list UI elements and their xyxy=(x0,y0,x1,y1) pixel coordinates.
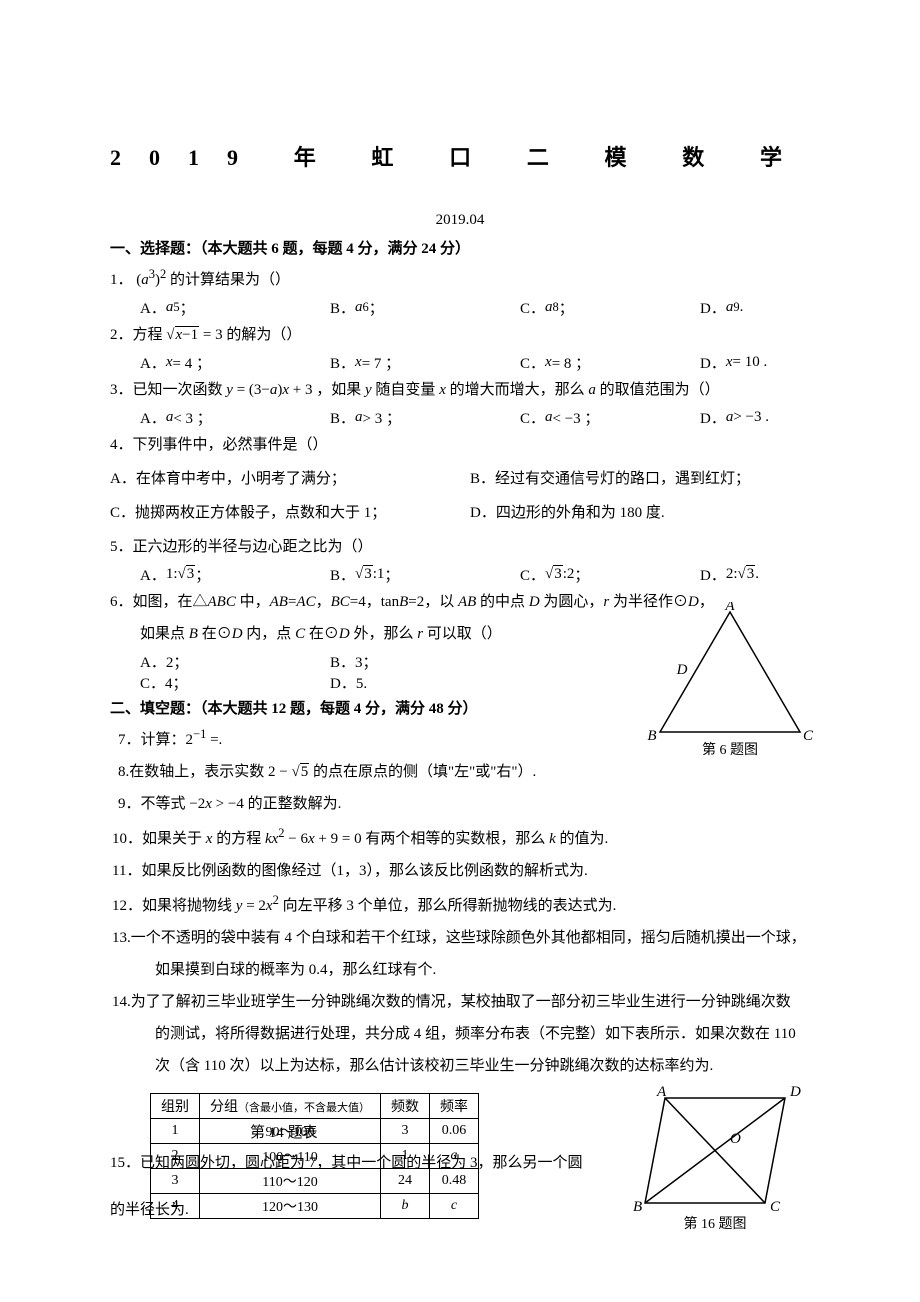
fig6-triangle: A B C D 第 6 题图 xyxy=(630,602,830,762)
q5-a: A．1:√3 ； xyxy=(140,564,330,585)
q2-a: A．x = 4 ； xyxy=(140,352,330,373)
q2-d: D．x = 10 . xyxy=(700,352,810,373)
fig6-D: D xyxy=(676,662,688,678)
q3-b: B．a > 3 ； xyxy=(330,407,520,428)
q5-d: D．2:√3 . xyxy=(700,564,810,585)
page: 2019年虹口二模数学 2019.04 一、选择题：（本大题共 6 题，每题 4… xyxy=(0,0,920,1302)
q4-d: D．四边形的外角和为 180 度. xyxy=(470,498,665,528)
q5-options: A．1:√3 ； B．√3 :1 ； C．√3 :2 ； D．2:√3 . xyxy=(110,564,810,585)
q1-stem: 1． (a3)2 的计算结果为（） xyxy=(110,262,810,295)
q14-l2: 的测试，将所得数据进行处理，共分成 4 组，频率分布表（不完整）如下表所示．如果… xyxy=(110,1019,810,1049)
q9: 9．不等式 −2x > −4 的正整数解为. xyxy=(110,789,810,819)
q11: 11．如果反比例函数的图像经过（1，3），那么该反比例函数的解析式为. xyxy=(110,856,810,886)
q14-table-wrap: 组别 分组（含最小值，不含最大值） 频数 频率 1 90～100 3 0.06 … xyxy=(110,1093,810,1223)
fig16-D: D xyxy=(789,1084,801,1100)
fig6-C: C xyxy=(803,728,814,744)
q4-row2: C．抛掷两枚正方体骰子，点数和大于 1； D．四边形的外角和为 180 度. xyxy=(110,496,810,530)
fig16-C: C xyxy=(770,1199,781,1215)
th-group: 组别 xyxy=(151,1094,200,1119)
q4-c: C．抛掷两枚正方体骰子，点数和大于 1； xyxy=(110,498,470,528)
q2-stem: 2．方程 √x−1 = 3 的解为（） xyxy=(110,320,810,350)
q5-c: C．√3 :2 ； xyxy=(520,564,700,585)
table-row: 组别 分组（含最小值，不含最大值） 频数 频率 xyxy=(151,1094,479,1119)
q1-c: C．a8； xyxy=(520,297,700,318)
q13-l1: 13.一个不透明的袋中装有 4 个白球和若干个红球，这些球除颜色外其他都相同，摇… xyxy=(110,923,810,953)
fig6-B: B xyxy=(647,728,656,744)
q1-d: D．a9 . xyxy=(700,297,810,318)
document-date: 2019.04 xyxy=(110,212,810,229)
document-title: 2019年虹口二模数学 xyxy=(110,140,810,172)
q3-d: D．a > −3 . xyxy=(700,407,810,428)
fig16-O: O xyxy=(730,1131,741,1147)
q12: 12．如果将抛物线 y = 2x2 向左平移 3 个单位，那么所得新抛物线的表达… xyxy=(110,888,810,921)
q3-options: A．a < 3 ； B．a > 3 ； C．a < −3 ； D．a > −3 … xyxy=(110,407,810,428)
q1-pre: 1． xyxy=(110,272,133,288)
table-row: 4 120～130 b c xyxy=(151,1194,479,1219)
fig6-caption: 第 6 题图 xyxy=(702,741,758,758)
q4-row1: A．在体育中考中，小明考了满分； B．经过有交通信号灯的路口，遇到红灯； xyxy=(110,462,810,496)
q3-a: A．a < 3 ； xyxy=(140,407,330,428)
q1-b: B．a6； xyxy=(330,297,520,318)
q6-c: C．4； xyxy=(140,672,330,693)
fig16-caption: 第 16 题图 xyxy=(684,1215,747,1232)
th-freq: 频数 xyxy=(381,1094,430,1119)
q14-l1: 14.为了了解初三毕业班学生一分钟跳绳次数的情况，某校抽取了一部分初三毕业生进行… xyxy=(110,987,810,1017)
q13-l2: 如果摸到白球的概率为 0.4，那么红球有个. xyxy=(110,955,810,985)
th-rate: 频率 xyxy=(430,1094,479,1119)
q15-l2: 的半径长为. xyxy=(110,1198,189,1219)
q4-stem: 4．下列事件中，必然事件是（） xyxy=(110,430,810,460)
fig6-A: A xyxy=(724,602,735,614)
q14-l3: 次（含 110 次）以上为达标，那么估计该校初三毕业生一分钟跳绳次数的达标率约为… xyxy=(110,1051,810,1081)
fig16-B: B xyxy=(633,1199,642,1215)
q3-c: C．a < −3 ； xyxy=(520,407,700,428)
fig16-A: A xyxy=(656,1084,667,1100)
q1-options: A．a5； B．a6； C．a8； D．a9 . xyxy=(110,297,810,318)
q3-stem: 3．已知一次函数 y = (3−a)x + 3 ，如果 y 随自变量 x 的增大… xyxy=(110,375,810,405)
th-range: 分组（含最小值，不含最大值） xyxy=(200,1094,381,1119)
q4-a: A．在体育中考中，小明考了满分； xyxy=(110,464,470,494)
q5-b: B．√3 :1 ； xyxy=(330,564,520,585)
q6-d: D．5. xyxy=(330,672,520,693)
q14-table-caption: 第 14 题表 xyxy=(250,1121,318,1142)
q2-options: A．x = 4 ； B．x = 7 ； C．x = 8 ； D．x = 10 . xyxy=(110,352,810,373)
q2-c: C．x = 8 ； xyxy=(520,352,700,373)
q1-a: A．a5； xyxy=(140,297,330,318)
q4-b: B．经过有交通信号灯的路口，遇到红灯； xyxy=(470,464,750,494)
q10: 10．如果关于 x 的方程 kx2 − 6x + 9 = 0 有两个相等的实数根… xyxy=(110,821,810,854)
q6-b: B．3； xyxy=(330,651,520,672)
section1-header: 一、选择题：（本大题共 6 题，每题 4 分，满分 24 分） xyxy=(110,237,810,258)
q6-a: A．2； xyxy=(140,651,330,672)
q6-block: 6．如图，在△ABC 中，AB=AC，BC=4，tanB=2，以 AB 的中点 … xyxy=(110,587,810,693)
q2-b: B．x = 7 ； xyxy=(330,352,520,373)
q5-stem: 5．正六边形的半径与边心距之比为（） xyxy=(110,532,810,562)
q1-post: 的计算结果为（） xyxy=(170,272,290,288)
q15-l1: 15．已知两圆外切，圆心距为 7，其中一个圆的半径为 3，那么另一个圆 xyxy=(110,1148,630,1178)
fig16: A D B C O 第 16 题图 xyxy=(620,1083,810,1238)
